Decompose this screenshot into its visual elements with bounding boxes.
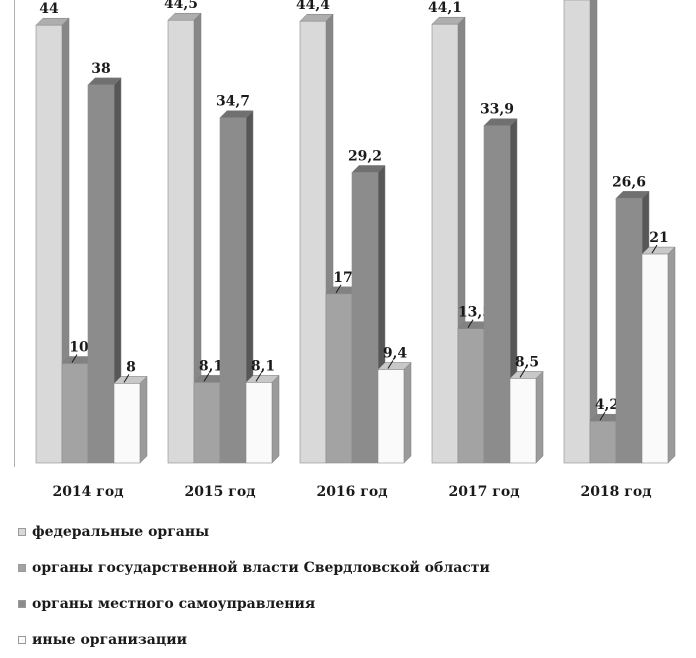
- bar: [457, 328, 485, 464]
- bar: [509, 378, 537, 464]
- label-leader-line: [651, 244, 658, 254]
- data-label: 21: [649, 230, 668, 246]
- label-leader-line: [335, 284, 342, 294]
- category-label: 2016 год: [316, 484, 387, 500]
- label-leader-line: [203, 373, 210, 382]
- legend-label: иные организации: [32, 632, 187, 648]
- bar: [325, 293, 353, 464]
- legend-swatch: [18, 528, 26, 536]
- bar: [35, 24, 63, 464]
- data-label: 9,4: [383, 345, 408, 361]
- bar: [351, 172, 379, 464]
- legend: федеральные органы органы государственно…: [18, 514, 490, 658]
- data-label: 8,5: [515, 354, 539, 370]
- label-leader-line: [599, 411, 606, 421]
- data-label: 44,4: [296, 0, 330, 13]
- bar: [245, 382, 273, 464]
- data-label: 13,5: [458, 305, 492, 321]
- bar-side: [139, 375, 148, 464]
- bar-side: [403, 361, 412, 464]
- label-leader-line: [71, 354, 78, 363]
- bar: [113, 383, 141, 464]
- legend-swatch: [18, 564, 26, 572]
- data-label: 17: [333, 270, 352, 286]
- chart-plot: 44 10 38 8 2014 год 44,5 8,1 34,7 8,1 2015 год 44,…: [35, 0, 676, 500]
- label-leader-line: [519, 369, 526, 378]
- data-label: 33,9: [480, 102, 514, 118]
- bar-side: [535, 370, 544, 464]
- data-label: 29,2: [348, 148, 382, 164]
- legend-item-municipal: органы местного самоуправления: [18, 586, 490, 622]
- data-label: 44,5: [164, 0, 198, 12]
- bar-side: [667, 246, 676, 464]
- bar: [193, 382, 221, 464]
- legend-item-federal: федеральные органы: [18, 514, 490, 550]
- data-label: 38: [91, 61, 110, 77]
- bar: [299, 20, 327, 464]
- data-label: 4,2: [595, 397, 619, 413]
- bar: [431, 23, 459, 464]
- bar: [61, 363, 89, 464]
- label-leader-line: [467, 319, 474, 328]
- left-border-line: [14, 0, 15, 467]
- bar: [563, 0, 591, 464]
- legend-label: органы государственной власти Свердловск…: [32, 560, 490, 576]
- data-label: 34,7: [216, 94, 250, 110]
- category-label: 2014 год: [52, 484, 123, 500]
- legend-swatch: [18, 636, 26, 644]
- bar: [87, 84, 115, 464]
- data-label: 8,1: [251, 358, 275, 374]
- bar-side: [271, 374, 280, 464]
- category-label: 2018 год: [580, 484, 651, 500]
- bar: [615, 198, 643, 464]
- legend-label: федеральные органы: [32, 524, 210, 540]
- bar-side: [589, 0, 598, 464]
- data-label: 8: [126, 359, 136, 375]
- category-label: 2015 год: [184, 484, 255, 500]
- label-leader-line: [123, 374, 130, 383]
- legend-swatch: [18, 600, 26, 608]
- data-label: 10: [69, 340, 89, 356]
- legend-item-regional: органы государственной власти Свердловск…: [18, 550, 490, 586]
- label-leader-line: [387, 360, 394, 369]
- bar: [219, 117, 247, 464]
- bar: [641, 253, 669, 464]
- legend-label: органы местного самоуправления: [32, 596, 316, 612]
- data-label: 44: [39, 1, 59, 17]
- bar: [377, 369, 405, 464]
- data-label: 8,1: [199, 358, 223, 374]
- data-label: 44,1: [428, 0, 462, 16]
- bar: [483, 125, 511, 464]
- label-leader-line: [255, 373, 262, 382]
- bar: [589, 420, 617, 464]
- data-label: 26,6: [612, 174, 646, 190]
- legend-item-other: иные организации: [18, 622, 490, 658]
- category-label: 2017 год: [448, 484, 519, 500]
- bar: [167, 19, 195, 464]
